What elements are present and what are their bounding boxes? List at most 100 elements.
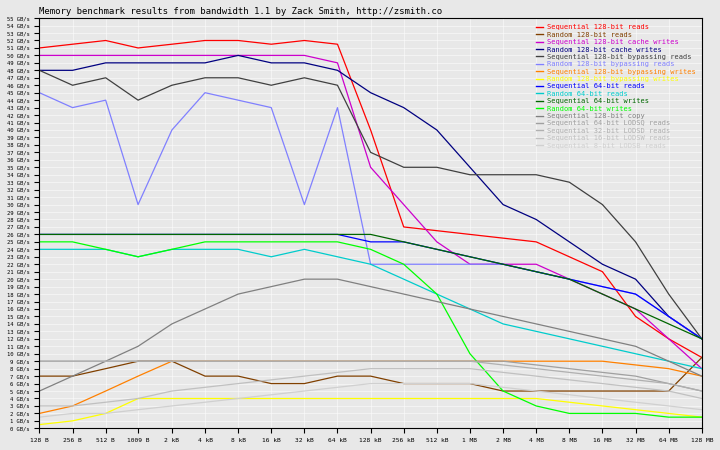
Random 128-bit bypassing writes [631, 407, 640, 412]
Sequential 128-bit bypassing writes [499, 359, 508, 364]
Sequential 128-bit cache writes [300, 53, 309, 58]
Random 128-bit bypassing reads [267, 105, 276, 110]
Sequential 128-bit copy [631, 344, 640, 349]
Sequential 32-bit LODSD reads [631, 377, 640, 382]
Sequential 128-bit cache writes [35, 53, 44, 58]
Sequential 8-bit LODSB reads [234, 396, 243, 401]
Sequential 128-bit cache writes [168, 53, 176, 58]
Sequential 128-bit cache writes [665, 336, 673, 342]
Sequential 64-bit writes [532, 269, 541, 274]
Random 128-bit bypassing writes [168, 396, 176, 401]
Sequential 32-bit LODSD reads [234, 359, 243, 364]
Sequential 128-bit bypassing writes [300, 359, 309, 364]
Sequential 16-bit LODSW reads [698, 396, 706, 401]
Sequential 128-bit bypassing reads [698, 336, 706, 342]
Sequential 64-bit writes [267, 232, 276, 237]
Random 64-bit reads [565, 336, 574, 342]
Sequential 128-bit bypassing reads [631, 239, 640, 244]
Sequential 8-bit LODSB reads [698, 407, 706, 412]
Random 64-bit reads [68, 247, 77, 252]
Sequential 64-bit LODSQ reads [134, 359, 143, 364]
Sequential 64-bit LODSQ reads [698, 388, 706, 394]
Random 128-bit bypassing reads [499, 261, 508, 267]
Sequential 32-bit LODSD reads [68, 359, 77, 364]
Sequential 64-bit reads [400, 239, 408, 244]
Random 128-bit bypassing writes [366, 396, 375, 401]
Random 128-bit bypassing writes [698, 414, 706, 420]
Sequential 64-bit reads [631, 292, 640, 297]
Sequential 128-bit cache writes [267, 53, 276, 58]
Sequential 128-bit copy [366, 284, 375, 289]
Sequential 16-bit LODSW reads [134, 396, 143, 401]
Sequential 128-bit bypassing reads [400, 165, 408, 170]
Sequential 128-bit reads [68, 41, 77, 47]
Random 128-bit reads [698, 355, 706, 360]
Random 64-bit writes [102, 247, 110, 252]
Random 128-bit cache writes [631, 276, 640, 282]
Random 128-bit cache writes [102, 60, 110, 66]
Random 128-bit reads [102, 366, 110, 371]
Line: Sequential 64-bit LODSQ reads: Sequential 64-bit LODSQ reads [40, 361, 702, 391]
Line: Sequential 32-bit LODSD reads: Sequential 32-bit LODSD reads [40, 361, 702, 391]
Sequential 128-bit copy [68, 374, 77, 379]
Sequential 64-bit reads [234, 232, 243, 237]
Sequential 128-bit reads [565, 254, 574, 260]
Random 128-bit reads [433, 381, 441, 386]
Line: Sequential 64-bit writes: Sequential 64-bit writes [40, 234, 702, 339]
Random 128-bit bypassing reads [698, 336, 706, 342]
Sequential 64-bit writes [466, 254, 474, 260]
Sequential 64-bit reads [366, 239, 375, 244]
Random 128-bit cache writes [201, 60, 210, 66]
Sequential 128-bit cache writes [68, 53, 77, 58]
Sequential 64-bit writes [665, 321, 673, 327]
Sequential 128-bit bypassing reads [234, 75, 243, 81]
Random 64-bit writes [234, 239, 243, 244]
Sequential 32-bit LODSD reads [466, 359, 474, 364]
Sequential 128-bit reads [665, 336, 673, 342]
Sequential 64-bit reads [134, 232, 143, 237]
Sequential 64-bit LODSQ reads [168, 359, 176, 364]
Random 64-bit writes [134, 254, 143, 260]
Sequential 64-bit writes [168, 232, 176, 237]
Sequential 8-bit LODSB reads [333, 385, 342, 390]
Sequential 64-bit LODSQ reads [400, 359, 408, 364]
Sequential 16-bit LODSW reads [333, 370, 342, 375]
Random 128-bit bypassing writes [433, 396, 441, 401]
Sequential 64-bit reads [532, 269, 541, 274]
Sequential 128-bit copy [333, 276, 342, 282]
Random 128-bit bypassing reads [102, 98, 110, 103]
Random 64-bit writes [400, 261, 408, 267]
Sequential 32-bit LODSD reads [366, 359, 375, 364]
Random 64-bit writes [631, 411, 640, 416]
Sequential 16-bit LODSW reads [300, 374, 309, 379]
Random 64-bit writes [499, 388, 508, 394]
Random 64-bit reads [433, 292, 441, 297]
Sequential 64-bit writes [565, 276, 574, 282]
Random 128-bit reads [598, 388, 607, 394]
Sequential 128-bit reads [201, 38, 210, 43]
Sequential 16-bit LODSW reads [102, 400, 110, 405]
Random 128-bit bypassing reads [134, 202, 143, 207]
Sequential 64-bit LODSQ reads [433, 359, 441, 364]
Sequential 128-bit copy [35, 388, 44, 394]
Random 64-bit writes [598, 411, 607, 416]
Sequential 128-bit reads [631, 314, 640, 319]
Sequential 64-bit reads [598, 284, 607, 289]
Sequential 64-bit writes [433, 247, 441, 252]
Random 128-bit reads [466, 381, 474, 386]
Sequential 64-bit LODSQ reads [598, 370, 607, 375]
Random 128-bit bypassing writes [499, 396, 508, 401]
Sequential 128-bit copy [300, 276, 309, 282]
Random 128-bit cache writes [168, 60, 176, 66]
Sequential 8-bit LODSB reads [68, 411, 77, 416]
Sequential 128-bit bypassing reads [35, 68, 44, 73]
Sequential 128-bit bypassing writes [598, 359, 607, 364]
Sequential 64-bit writes [234, 232, 243, 237]
Sequential 128-bit copy [102, 359, 110, 364]
Random 128-bit cache writes [466, 165, 474, 170]
Sequential 128-bit bypassing writes [168, 359, 176, 364]
Sequential 128-bit cache writes [333, 60, 342, 66]
Random 128-bit reads [532, 388, 541, 394]
Sequential 32-bit LODSD reads [598, 374, 607, 379]
Sequential 64-bit reads [68, 232, 77, 237]
